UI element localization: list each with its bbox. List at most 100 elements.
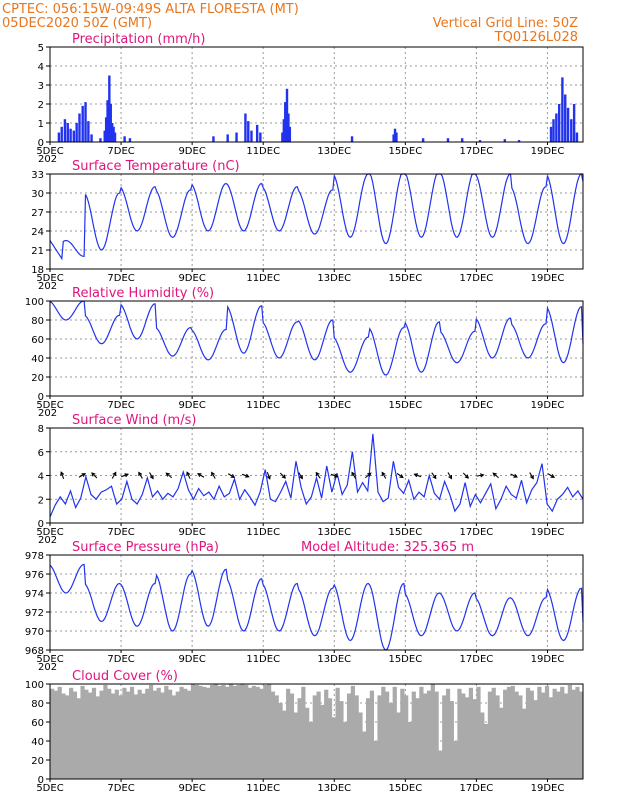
cloud-bar — [251, 685, 256, 779]
cloud-bar — [145, 688, 150, 779]
y-tick-label: 976 — [25, 570, 44, 581]
x-tick-label: 19DEC — [531, 783, 565, 794]
cloud-bar — [346, 693, 352, 779]
plot-frame — [49, 554, 584, 651]
wind-arrow — [78, 473, 86, 478]
cloud-bar — [464, 697, 470, 779]
cloud-bar — [392, 686, 397, 779]
precip-bar — [247, 121, 250, 142]
wind-arrow — [186, 472, 191, 479]
panel-wind: 0 2 4 6 8 5DEC 7DEC 9DEC 11DEC 13DEC 15DEC 17DEC 19D… — [36, 413, 584, 546]
panel-temp: 18 21 24 27 30 33 5DEC 7DEC 9DEC 11DEC 13DEC 15DEC 1… — [31, 159, 584, 292]
cloud-bar — [472, 699, 477, 779]
cloud-bar — [244, 684, 249, 779]
cloud-bar — [312, 695, 317, 779]
cloud-bar — [556, 691, 561, 779]
cloud-bar — [95, 696, 100, 779]
cloud-bar — [88, 692, 93, 779]
cloud-bar — [480, 712, 485, 779]
wind-arrow — [396, 473, 404, 478]
wind-arrow — [431, 472, 437, 479]
y-tick-label: 4 — [38, 62, 44, 73]
x-tick-label: 19DEC — [531, 146, 565, 157]
cloud-bar — [194, 684, 199, 779]
precip-bar — [87, 121, 90, 142]
wind-arrow-head — [432, 474, 437, 480]
x-year-label: 202 — [38, 154, 57, 165]
y-tick-label: 6 — [38, 448, 44, 459]
precip-bar — [104, 117, 108, 142]
y-tick-label: 4 — [38, 472, 44, 483]
cloud-bar — [217, 685, 222, 779]
x-tick-label: 19DEC — [531, 273, 565, 284]
precip-bar — [212, 136, 215, 142]
cloud-bar — [183, 688, 188, 779]
cloud-bar — [487, 691, 493, 779]
cloud-bar — [343, 722, 348, 779]
precip-bar — [281, 132, 284, 142]
cloud-bar — [122, 687, 127, 779]
x-year-label: 202 — [38, 408, 57, 419]
precip-bar — [282, 119, 286, 142]
cloud-bar — [190, 684, 196, 779]
wind-arrow-head — [529, 475, 534, 480]
wind-arrow — [510, 473, 518, 478]
cloud-bar — [476, 686, 481, 779]
cloud-bar — [503, 689, 508, 779]
cloud-bar — [495, 695, 500, 779]
cloud-bar — [293, 712, 298, 779]
cloud-bar — [541, 692, 546, 779]
cloud-bar — [175, 691, 180, 779]
cloud-bar — [533, 700, 538, 779]
x-tick-label: 5DEC — [36, 146, 63, 157]
cloud-bar — [228, 684, 234, 779]
cloud-bar — [53, 690, 59, 779]
panel-title: Surface Pressure (hPa) — [72, 540, 219, 555]
y-tick-label: 8 — [38, 424, 44, 435]
x-tick-label: 13DEC — [317, 654, 351, 665]
cloud-bar — [419, 686, 424, 779]
wind-arrow-head — [230, 473, 236, 478]
cloud-bar — [453, 741, 458, 779]
cloud-bar — [362, 731, 367, 779]
precip-bar — [564, 94, 567, 142]
precip-bar — [69, 128, 72, 142]
precip-bar — [110, 123, 114, 142]
cloud-bar — [354, 695, 359, 779]
precip-bar — [552, 119, 555, 142]
precip-bar — [106, 100, 109, 142]
pressure-line — [49, 563, 584, 651]
cloud-bar — [240, 684, 245, 779]
wind-line — [49, 433, 584, 518]
cloud-bar — [575, 686, 580, 779]
wind-arrow — [166, 472, 173, 479]
precip-bar — [112, 126, 115, 142]
cloud-bar — [457, 688, 462, 779]
cloud-bar — [171, 695, 177, 779]
plot-frame — [49, 173, 584, 270]
x-tick-label: 9DEC — [178, 527, 205, 538]
precip-bar — [395, 132, 398, 142]
cloud-bar — [331, 717, 336, 779]
cloud-bar — [308, 722, 314, 779]
precip-bar — [288, 126, 292, 142]
precip-bar — [284, 102, 287, 142]
cloud-bar — [484, 723, 489, 779]
wind-arrow-head — [479, 473, 485, 478]
x-tick-label: 13DEC — [317, 400, 351, 411]
y-tick-label: 60 — [31, 718, 44, 729]
panel-cloud: 0 20 40 60 80 100 5DEC 7DEC 9DEC 11DEC 13DEC 15DEC 1… — [25, 669, 584, 794]
y-tick-label: 60 — [31, 335, 44, 346]
wind-arrow-head — [464, 474, 470, 479]
panel-title: Relative Humidity (%) — [72, 286, 214, 301]
wind-arrow-head — [60, 471, 65, 476]
wind-arrow — [279, 472, 286, 479]
wind-arrow-head — [91, 472, 96, 477]
precip-bar — [478, 140, 482, 142]
x-tick-label: 11DEC — [246, 654, 280, 665]
cloud-bar — [560, 686, 565, 779]
cloud-bar — [522, 708, 527, 779]
cloud-bar — [133, 694, 138, 779]
panel-pressure: 968 970 972 974 976 978 5DEC 7DEC 9DEC 11DEC 13DEC… — [25, 540, 584, 673]
wind-arrow — [476, 474, 484, 477]
